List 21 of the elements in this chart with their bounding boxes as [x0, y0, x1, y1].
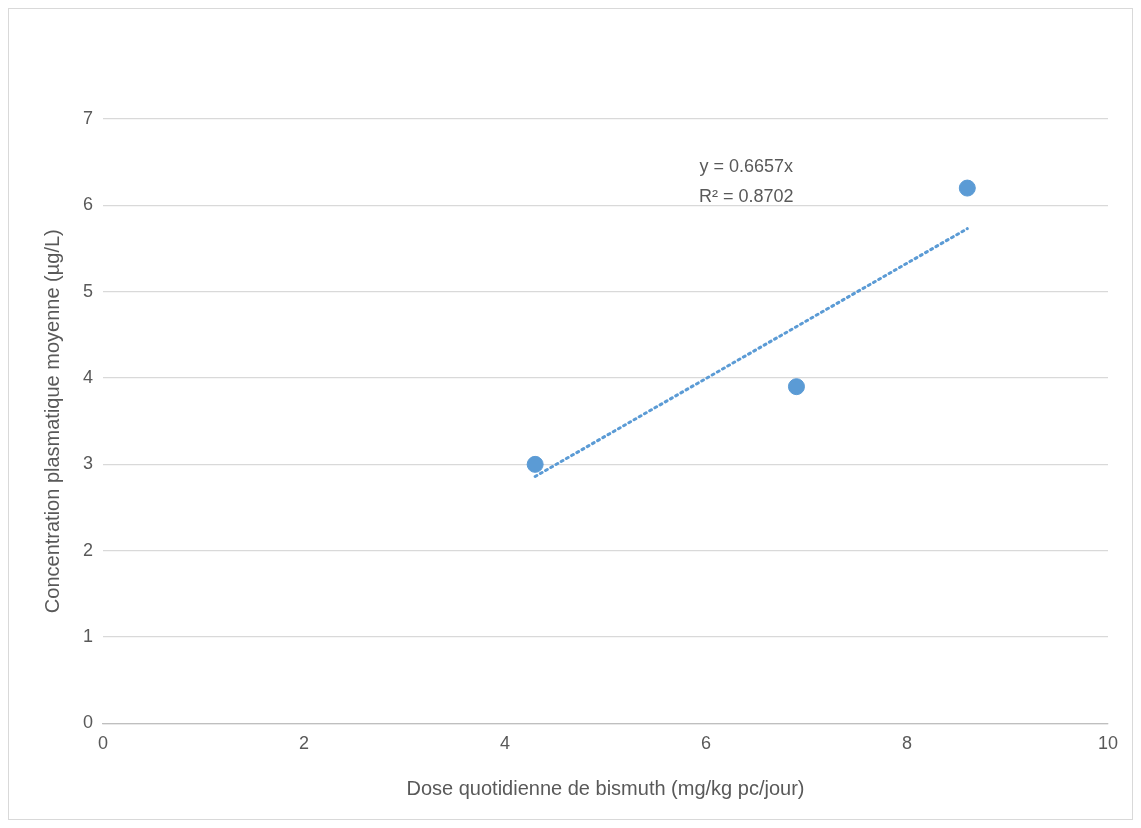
y-tick-label: 4: [83, 367, 94, 387]
point: [958, 179, 976, 197]
annotation: R² = 0.8702: [698, 185, 794, 206]
x-tick-label: 6: [701, 733, 712, 754]
y-tick-label: 3: [83, 453, 94, 474]
x-tick-label: 2: [299, 733, 310, 754]
x-tick-label: 10: [1097, 733, 1119, 754]
x-tick-label: 8: [901, 733, 913, 754]
point: [787, 378, 805, 396]
y-tick-label: 1: [83, 626, 94, 647]
x-axis-title: Dose quotidienne de bismuth (mg/kg pc/jour): [406, 776, 805, 799]
y-tick-label: 7: [83, 107, 94, 128]
x-tick-label: 0: [98, 733, 109, 754]
y-tick-label: 6: [83, 194, 94, 215]
y-axis-title: Concentration plasmatique moyenne (µg/L): [40, 229, 63, 614]
y-tick-label: 0: [83, 712, 94, 733]
x-tick-label: 4: [500, 733, 511, 754]
annotation: y = 0.6657x: [699, 155, 793, 176]
y-tick-label: 5: [83, 280, 94, 301]
point: [526, 455, 544, 473]
y-tick-label: 2: [83, 539, 94, 560]
